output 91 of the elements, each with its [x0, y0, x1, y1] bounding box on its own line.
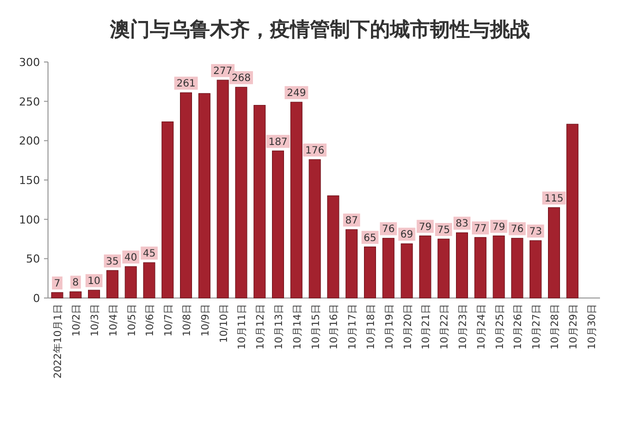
bar — [254, 104, 266, 298]
data-label: 69 — [400, 230, 414, 241]
bar — [70, 291, 82, 298]
x-tick-label: 10月28日 — [550, 304, 561, 350]
x-tick-label: 10月15日 — [310, 304, 322, 350]
y-tick-label: 200 — [19, 134, 40, 148]
x-tick-label: 10月26日 — [513, 304, 524, 350]
data-label: 249 — [286, 88, 306, 100]
bar — [235, 86, 248, 298]
x-tick-label: 10/7日 — [164, 304, 175, 336]
data-label: 76 — [382, 224, 395, 236]
x-tick-label: 10/6日 — [145, 304, 156, 336]
x-tick-label: 10月20日 — [402, 304, 414, 350]
data-label: 115 — [544, 194, 564, 205]
x-tick-label: 2022年10月1日 — [52, 304, 64, 379]
bar — [438, 238, 450, 298]
data-label: 176 — [305, 146, 324, 157]
data-label: 40 — [124, 252, 138, 264]
x-tick-label: 10月14日 — [292, 304, 304, 350]
bar — [548, 207, 560, 298]
data-label: 75 — [437, 225, 450, 236]
x-tick-label: 10月11日 — [237, 304, 248, 350]
y-tick-label: 0 — [33, 292, 40, 305]
bar — [216, 80, 229, 298]
data-label: 8 — [72, 278, 79, 289]
x-tick-label: 10月30日 — [586, 304, 598, 350]
x-tick-label: 10/2日 — [72, 304, 83, 336]
bar — [88, 290, 100, 298]
data-label: 35 — [106, 256, 119, 268]
bar — [382, 238, 394, 298]
bar — [456, 232, 468, 298]
data-label: 83 — [456, 218, 468, 230]
bar — [530, 240, 542, 298]
x-tick-label: 10月13日 — [274, 304, 285, 350]
data-label: 45 — [142, 248, 156, 260]
x-tick-label: 10/3日 — [90, 304, 101, 336]
bar — [51, 292, 64, 298]
data-label: 79 — [492, 222, 506, 233]
data-label: 73 — [529, 226, 542, 238]
data-label: 77 — [474, 223, 487, 234]
bar — [511, 238, 524, 298]
x-tick-label: 10月17日 — [348, 304, 359, 350]
x-tick-label: 10/5日 — [126, 304, 138, 336]
data-label: 87 — [345, 216, 358, 227]
bar — [106, 270, 118, 298]
bar — [566, 124, 578, 298]
bar — [400, 243, 413, 298]
x-tick-label: 10月12日 — [256, 304, 267, 350]
y-tick-label: 100 — [19, 213, 40, 226]
x-tick-label: 10月25日 — [494, 304, 506, 350]
y-tick-label: 150 — [19, 174, 40, 187]
bar — [180, 92, 192, 298]
data-label: 261 — [176, 78, 196, 90]
x-tick-label: 10月16日 — [329, 304, 340, 350]
data-label: 76 — [510, 224, 524, 236]
x-tick-label: 10月18日 — [366, 304, 377, 350]
bar — [327, 195, 340, 298]
chart-title: 澳门与乌鲁木齐，疫情管制下的城市韧性与挑战 — [109, 17, 530, 41]
bar — [143, 262, 156, 298]
bar — [198, 93, 210, 298]
data-label: 187 — [268, 136, 288, 148]
y-tick-label: 300 — [19, 56, 40, 69]
data-label: 79 — [418, 222, 432, 233]
y-tick-label: 250 — [19, 95, 40, 108]
data-label: 65 — [364, 232, 376, 244]
bar — [419, 236, 432, 298]
bar — [162, 121, 174, 298]
x-tick-label: 10月24日 — [476, 304, 488, 350]
x-tick-label: 10/9日 — [200, 304, 212, 336]
bar — [272, 150, 284, 298]
x-tick-label: 10/4日 — [108, 304, 120, 336]
data-label: 277 — [213, 66, 232, 78]
x-tick-label: 10月27日 — [532, 304, 543, 350]
bar — [492, 236, 505, 298]
x-tick-label: 10月23日 — [458, 304, 469, 350]
bar — [346, 229, 358, 298]
bar — [308, 159, 321, 298]
bar — [124, 266, 137, 298]
x-tick-label: 10/10日 — [218, 304, 230, 343]
bar — [474, 237, 486, 298]
x-tick-label: 10/8日 — [182, 304, 193, 336]
data-label: 268 — [232, 73, 251, 84]
y-tick-label: 50 — [26, 252, 40, 266]
bar — [290, 102, 302, 298]
x-tick-label: 10月22日 — [440, 304, 451, 350]
x-tick-label: 10月29日 — [568, 304, 580, 350]
data-label: 10 — [88, 276, 100, 288]
x-tick-label: 10月19日 — [384, 304, 396, 350]
data-label: 7 — [54, 278, 60, 290]
bar — [364, 246, 376, 298]
x-tick-label: 10月21日 — [421, 304, 432, 350]
